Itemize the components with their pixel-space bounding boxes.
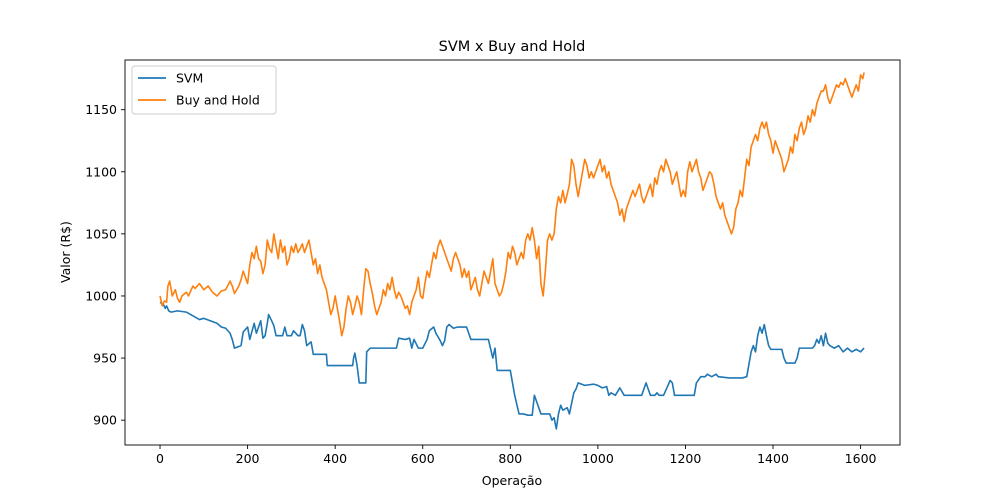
x-tick-label: 200 — [236, 451, 260, 466]
y-tick-label: 1000 — [85, 288, 117, 303]
series-line-svm — [159, 301, 865, 430]
legend-label-buy-and-hold: Buy and Hold — [176, 93, 260, 108]
y-tick-label: 900 — [93, 413, 117, 428]
x-tick-label: 800 — [498, 451, 522, 466]
plot-frame — [124, 59, 901, 446]
series-line-buy-and-hold — [159, 72, 865, 337]
legend-box — [131, 65, 277, 115]
x-tick-label: 400 — [323, 451, 347, 466]
x-axis-ticks: 0 200 400 600 800 1000 1200 1400 1600 — [156, 445, 877, 466]
y-tick-label: 1150 — [85, 102, 117, 117]
x-tick-label: 1000 — [582, 451, 614, 466]
y-tick-label: 1100 — [85, 164, 117, 179]
x-tick-label: 1200 — [670, 451, 702, 466]
y-tick-label: 950 — [93, 351, 117, 366]
y-axis-ticks: 900 950 1000 1050 1100 1150 — [85, 102, 125, 428]
chart-title: SVM x Buy and Hold — [439, 39, 586, 55]
x-tick-label: 600 — [411, 451, 435, 466]
y-tick-label: 1050 — [85, 226, 117, 241]
series-layer — [159, 72, 865, 430]
legend: SVM Buy and Hold — [131, 65, 277, 115]
y-axis-label: Valor (R$) — [58, 221, 73, 283]
x-tick-label: 0 — [156, 451, 164, 466]
legend-label-svm: SVM — [176, 71, 203, 86]
x-axis-label: Operação — [482, 473, 542, 488]
x-tick-label: 1600 — [845, 451, 877, 466]
x-tick-label: 1400 — [757, 451, 789, 466]
